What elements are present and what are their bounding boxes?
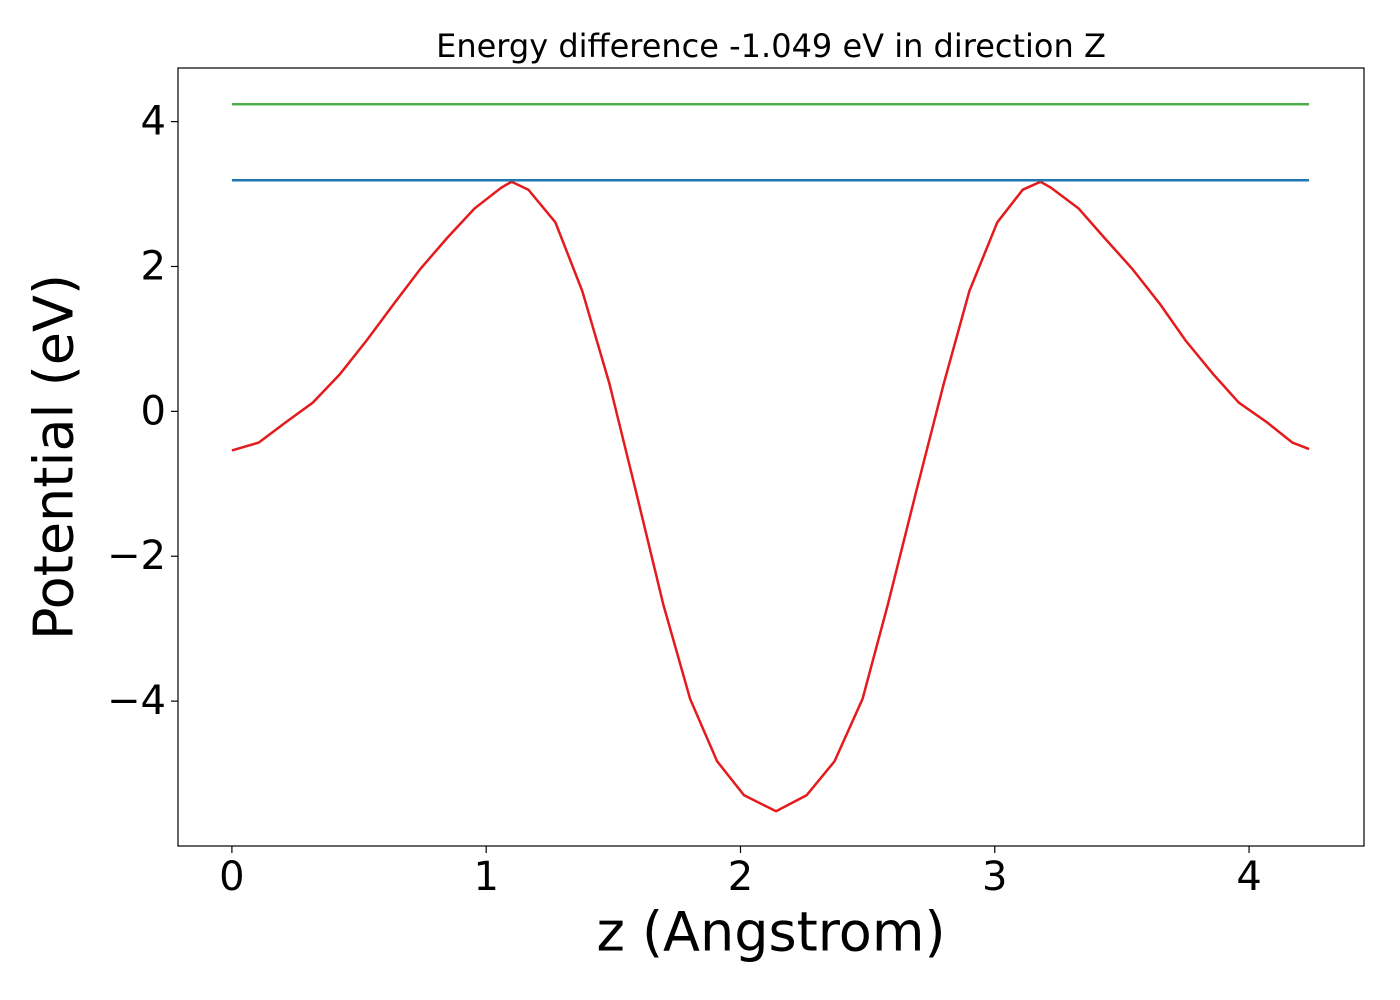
x-tick-label: 2 — [728, 854, 753, 900]
y-tick-label: 2 — [141, 243, 166, 289]
x-tick-label: 4 — [1236, 854, 1261, 900]
y-axis-label: Potential (eV) — [23, 274, 86, 640]
x-tick-label: 1 — [473, 854, 498, 900]
plot-frame — [177, 67, 1365, 847]
y-tick-label: −2 — [107, 533, 166, 579]
y-tick-label: 4 — [141, 99, 166, 145]
x-tick-label: 0 — [219, 854, 244, 900]
y-tick-label: 0 — [141, 388, 166, 434]
x-axis-label: z (Angstrom) — [596, 901, 945, 964]
chart-title: Energy difference -1.049 eV in direction… — [436, 27, 1106, 65]
data-line — [231, 180, 1310, 813]
y-tick-label: −4 — [107, 678, 166, 724]
x-tick-label: 3 — [982, 854, 1007, 900]
